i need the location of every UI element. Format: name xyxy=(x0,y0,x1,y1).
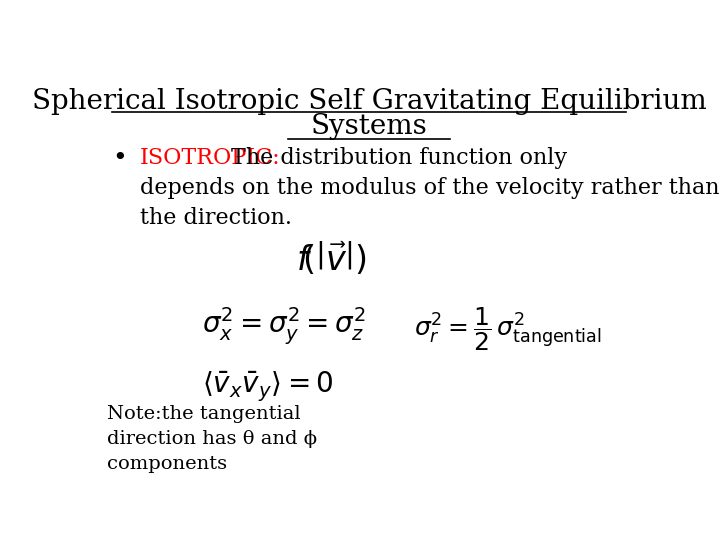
Text: ISOTROPIC:: ISOTROPIC: xyxy=(140,147,281,169)
Text: $f\!\left(\left|\vec{v}\right|\right)$: $f\!\left(\left|\vec{v}\right|\right)$ xyxy=(297,241,367,279)
Text: •: • xyxy=(112,147,127,170)
Text: depends on the modulus of the velocity rather than: depends on the modulus of the velocity r… xyxy=(140,177,720,199)
Text: $\sigma_x^2 = \sigma_y^2 = \sigma_z^2$: $\sigma_x^2 = \sigma_y^2 = \sigma_z^2$ xyxy=(202,305,365,347)
Text: Spherical Isotropic Self Gravitating Equilibrium: Spherical Isotropic Self Gravitating Equ… xyxy=(32,87,706,114)
Text: the direction.: the direction. xyxy=(140,207,292,229)
Text: Systems: Systems xyxy=(310,113,428,140)
Text: The distribution function only: The distribution function only xyxy=(230,147,567,169)
Text: $\sigma_r^2 = \dfrac{1}{2}\,\sigma_{\mathrm{tangential}}^2$: $\sigma_r^2 = \dfrac{1}{2}\,\sigma_{\mat… xyxy=(413,305,601,353)
Text: $\langle \bar{v}_x \bar{v}_y \rangle = 0$: $\langle \bar{v}_x \bar{v}_y \rangle = 0… xyxy=(202,369,333,404)
Text: Note:the tangential
direction has θ and ϕ
components: Note:the tangential direction has θ and … xyxy=(107,405,317,473)
